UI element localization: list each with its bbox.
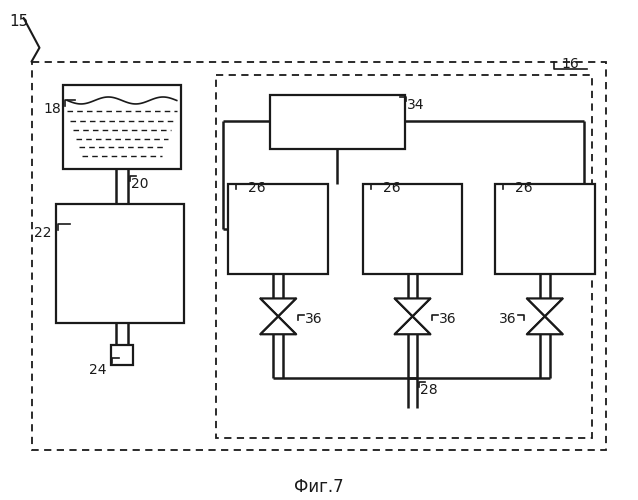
Bar: [56, 204, 184, 324]
Text: 16: 16: [561, 56, 579, 70]
Bar: [111, 345, 133, 365]
Text: 15: 15: [10, 14, 29, 29]
Bar: [63, 84, 181, 169]
Bar: [495, 184, 595, 274]
Polygon shape: [260, 298, 296, 316]
Bar: [216, 74, 591, 438]
Polygon shape: [527, 316, 563, 334]
Text: 36: 36: [499, 312, 517, 326]
Text: Фиг.7: Фиг.7: [294, 478, 344, 496]
Text: 36: 36: [440, 312, 457, 326]
Text: 20: 20: [131, 177, 149, 191]
Text: 24: 24: [89, 363, 106, 377]
Text: 26: 26: [383, 181, 400, 195]
Polygon shape: [395, 298, 431, 316]
Polygon shape: [395, 316, 431, 334]
Bar: [363, 184, 463, 274]
Text: 18: 18: [43, 102, 61, 117]
Text: 36: 36: [305, 312, 323, 326]
Polygon shape: [260, 316, 296, 334]
Text: 28: 28: [420, 383, 438, 397]
Text: 26: 26: [515, 181, 533, 195]
Bar: [31, 62, 607, 450]
Text: 34: 34: [406, 98, 424, 112]
Bar: [271, 94, 404, 149]
Bar: [228, 184, 328, 274]
Polygon shape: [527, 298, 563, 316]
Text: 26: 26: [248, 181, 266, 195]
Text: 22: 22: [34, 226, 52, 240]
